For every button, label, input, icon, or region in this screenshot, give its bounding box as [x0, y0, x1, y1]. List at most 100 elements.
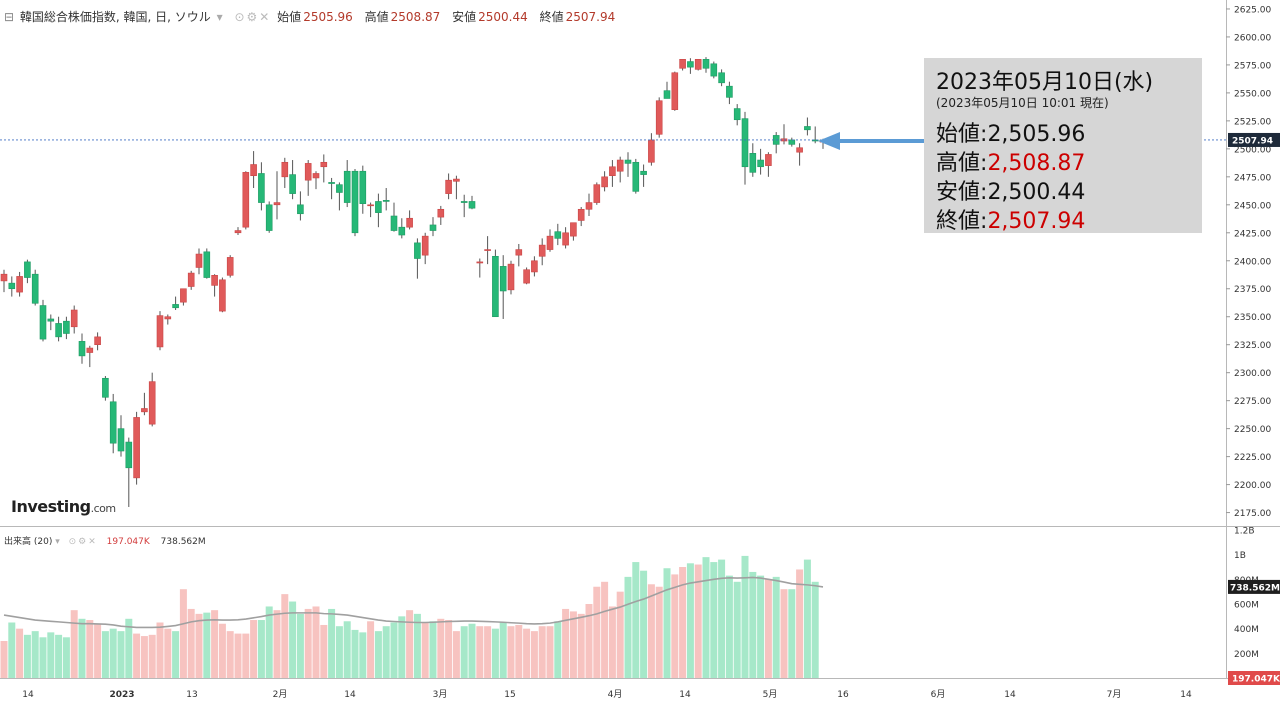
- dropdown-icon[interactable]: ▾: [216, 10, 223, 24]
- volume-bar: [343, 621, 351, 678]
- x-tick-label: 14: [1180, 690, 1192, 700]
- candle-body: [211, 275, 218, 286]
- open-label: 始値: [277, 10, 302, 24]
- candle-body: [180, 288, 187, 303]
- volume-bar: [109, 628, 117, 678]
- volume-bar: [31, 631, 39, 678]
- candle-body: [749, 153, 757, 173]
- candle-body: [31, 273, 39, 304]
- candle-body: [47, 318, 55, 322]
- volume-bar: [523, 628, 531, 678]
- volume-bar: [78, 618, 86, 678]
- candle-body: [570, 222, 577, 237]
- volume-bar: [125, 618, 133, 678]
- volume-bar: [476, 626, 484, 678]
- volume-bar: [741, 555, 749, 678]
- x-tick-label: 14: [344, 690, 356, 700]
- arrow-head: [818, 131, 840, 150]
- volume-bar: [296, 613, 304, 678]
- info-subdate: (2023年05月10日 10:01 現在): [936, 96, 1109, 110]
- volume-bar: [211, 610, 219, 678]
- volume-bar: [382, 626, 390, 678]
- volume-bar: [452, 631, 460, 678]
- collapse-icon[interactable]: ⊟: [4, 10, 15, 24]
- open-value: 2505.96: [303, 10, 353, 24]
- volume-bar: [530, 631, 538, 678]
- volume-bar: [257, 620, 265, 678]
- volume-bar: [359, 632, 367, 678]
- candle-body: [694, 59, 702, 70]
- candle-body: [515, 249, 523, 256]
- volume-bar: [429, 621, 437, 678]
- volume-bar: [94, 623, 102, 678]
- volume-bar: [172, 631, 180, 678]
- volume-bar: [499, 622, 507, 678]
- volume-bar: [655, 586, 663, 678]
- candle-body: [336, 184, 343, 193]
- dropdown-icon[interactable]: ▾: [55, 537, 60, 547]
- price-tick-label: 2400.00: [1234, 257, 1271, 267]
- candle-body: [382, 200, 390, 202]
- volume-bar: [468, 623, 476, 678]
- candle-body: [351, 170, 359, 234]
- candle-body: [117, 428, 125, 452]
- volume-bar: [55, 634, 63, 678]
- candle-body: [804, 126, 811, 131]
- candle-body: [632, 161, 640, 192]
- price-tick-label: 2575.00: [1234, 61, 1271, 71]
- volume-bar: [608, 606, 616, 678]
- candle-body: [733, 108, 741, 121]
- investing-logo: Investing.com: [11, 497, 116, 516]
- volume-bar: [304, 608, 312, 678]
- candle-body: [671, 72, 679, 110]
- candle-body: [453, 178, 460, 182]
- volume-bar: [140, 636, 148, 678]
- volume-bar: [367, 621, 375, 678]
- settings-icons[interactable]: ⊙⚙✕: [234, 10, 272, 24]
- candle-body: [141, 408, 148, 413]
- volume-bar: [445, 620, 453, 678]
- volume-bar: [312, 606, 320, 678]
- volume-ma-line: [3, 576, 824, 629]
- volume-tick-label: 1.2B: [1234, 527, 1255, 537]
- volume-ma-value: 738.562M: [160, 537, 206, 547]
- volume-tick-label: 1B: [1234, 551, 1246, 561]
- price-tick-label: 2375.00: [1234, 285, 1271, 295]
- volume-bar: [694, 564, 702, 678]
- candle-body: [718, 72, 725, 84]
- settings-icons[interactable]: ⊙⚙✕: [68, 537, 98, 547]
- current-price-label: 2507.94: [1232, 136, 1273, 146]
- volume-ma-tag-label: 738.562M: [1230, 583, 1280, 593]
- candle-body: [655, 100, 663, 135]
- candle-body: [39, 305, 47, 340]
- volume-bar: [250, 620, 258, 678]
- volume-bar: [562, 608, 570, 678]
- candle-body: [593, 184, 601, 203]
- candle-body: [70, 309, 78, 328]
- candle-body: [585, 202, 593, 210]
- volume-bar: [749, 571, 757, 678]
- volume-bar: [16, 628, 24, 678]
- candle-body: [359, 170, 367, 204]
- info-close: 終値:2,507.94: [936, 209, 1086, 234]
- candle-body: [577, 208, 585, 221]
- low-value: 2500.44: [478, 10, 528, 24]
- candle-body: [445, 179, 452, 194]
- candle-body: [156, 315, 164, 348]
- volume-bar: [764, 579, 772, 678]
- volume-bar: [616, 591, 624, 678]
- price-tick-label: 2300.00: [1234, 369, 1271, 379]
- candle-body: [343, 170, 351, 203]
- price-tick-label: 2350.00: [1234, 313, 1271, 323]
- info-high: 高値:2,508.87: [936, 151, 1086, 176]
- candle-body: [133, 417, 140, 479]
- volume-bar: [671, 574, 679, 678]
- candle-body: [273, 202, 281, 206]
- chart-header: ⊟ 韓国総合株価指数, 韓国, 日, ソウル ▾ ⊙⚙✕ 始値 2505.96 高…: [4, 8, 623, 25]
- candle-body: [624, 159, 632, 164]
- price-tick-label: 2450.00: [1234, 201, 1271, 211]
- candle-body: [226, 257, 234, 276]
- axes: 2625.00 2600.00 2575.00 2550.00 2525.00 2500.…: [22, 5, 1271, 700]
- price-tick-label: 2500.00: [1234, 145, 1271, 155]
- candle-body: [219, 279, 226, 312]
